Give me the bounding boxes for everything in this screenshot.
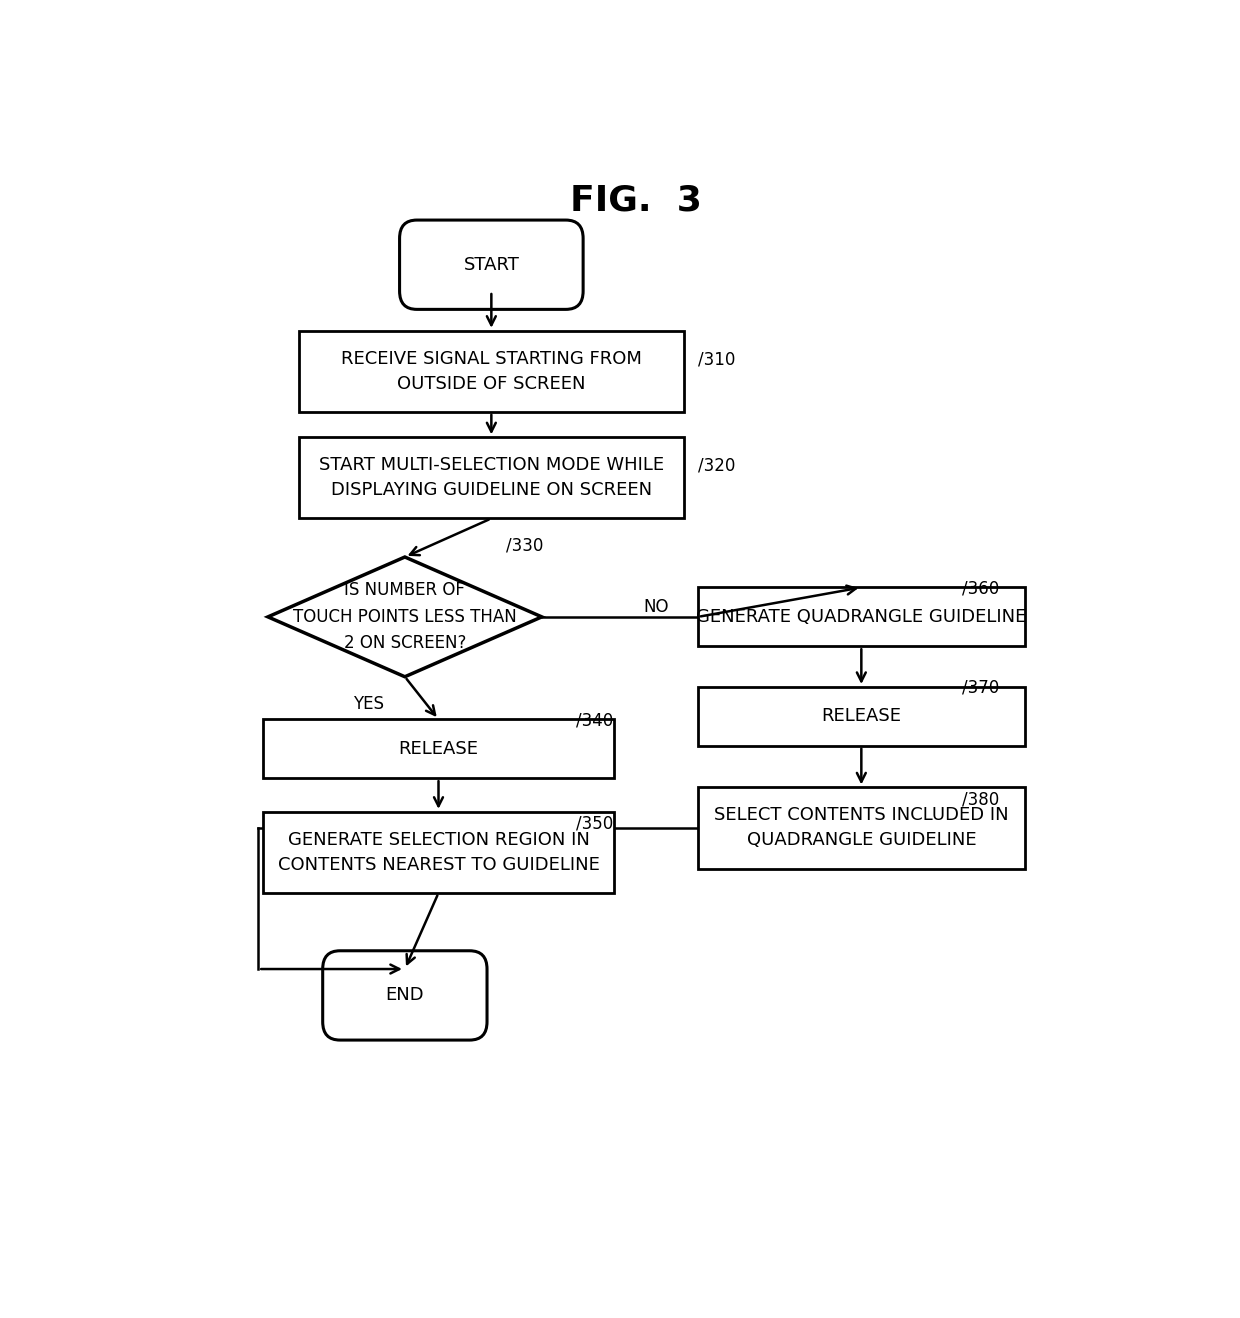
Text: SELECT CONTENTS INCLUDED IN
QUADRANGLE GUIDELINE: SELECT CONTENTS INCLUDED IN QUADRANGLE G… — [714, 807, 1008, 850]
Text: RECEIVE SIGNAL STARTING FROM
OUTSIDE OF SCREEN: RECEIVE SIGNAL STARTING FROM OUTSIDE OF … — [341, 349, 642, 393]
FancyBboxPatch shape — [399, 220, 583, 310]
Bar — [299, 331, 683, 411]
FancyBboxPatch shape — [322, 950, 487, 1040]
Text: /340: /340 — [575, 712, 613, 729]
Text: /380: /380 — [962, 791, 999, 808]
Text: GENERATE QUADRANGLE GUIDELINE: GENERATE QUADRANGLE GUIDELINE — [696, 608, 1027, 626]
Polygon shape — [268, 558, 542, 676]
Text: /360: /360 — [962, 580, 999, 597]
Text: RELEASE: RELEASE — [398, 739, 479, 758]
Bar — [698, 787, 1024, 869]
Bar — [299, 438, 683, 518]
Text: /350: /350 — [575, 815, 613, 833]
Text: START MULTI-SELECTION MODE WHILE
DISPLAYING GUIDELINE ON SCREEN: START MULTI-SELECTION MODE WHILE DISPLAY… — [319, 456, 663, 500]
Text: RELEASE: RELEASE — [821, 708, 901, 725]
Bar — [263, 720, 614, 778]
Text: FIG.  3: FIG. 3 — [569, 183, 702, 217]
Text: /310: /310 — [698, 351, 735, 368]
Text: YES: YES — [352, 695, 383, 713]
Text: GENERATE SELECTION REGION IN
CONTENTS NEAREST TO GUIDELINE: GENERATE SELECTION REGION IN CONTENTS NE… — [278, 830, 599, 874]
Bar — [698, 687, 1024, 746]
Text: /330: /330 — [506, 536, 543, 555]
Text: NO: NO — [644, 598, 668, 616]
Text: /320: /320 — [698, 456, 735, 474]
Bar — [263, 812, 614, 892]
Text: END: END — [386, 986, 424, 1004]
Text: IS NUMBER OF
TOUCH POINTS LESS THAN
2 ON SCREEN?: IS NUMBER OF TOUCH POINTS LESS THAN 2 ON… — [293, 581, 517, 652]
Bar — [698, 588, 1024, 646]
Text: START: START — [464, 256, 520, 274]
Text: /370: /370 — [962, 679, 999, 697]
